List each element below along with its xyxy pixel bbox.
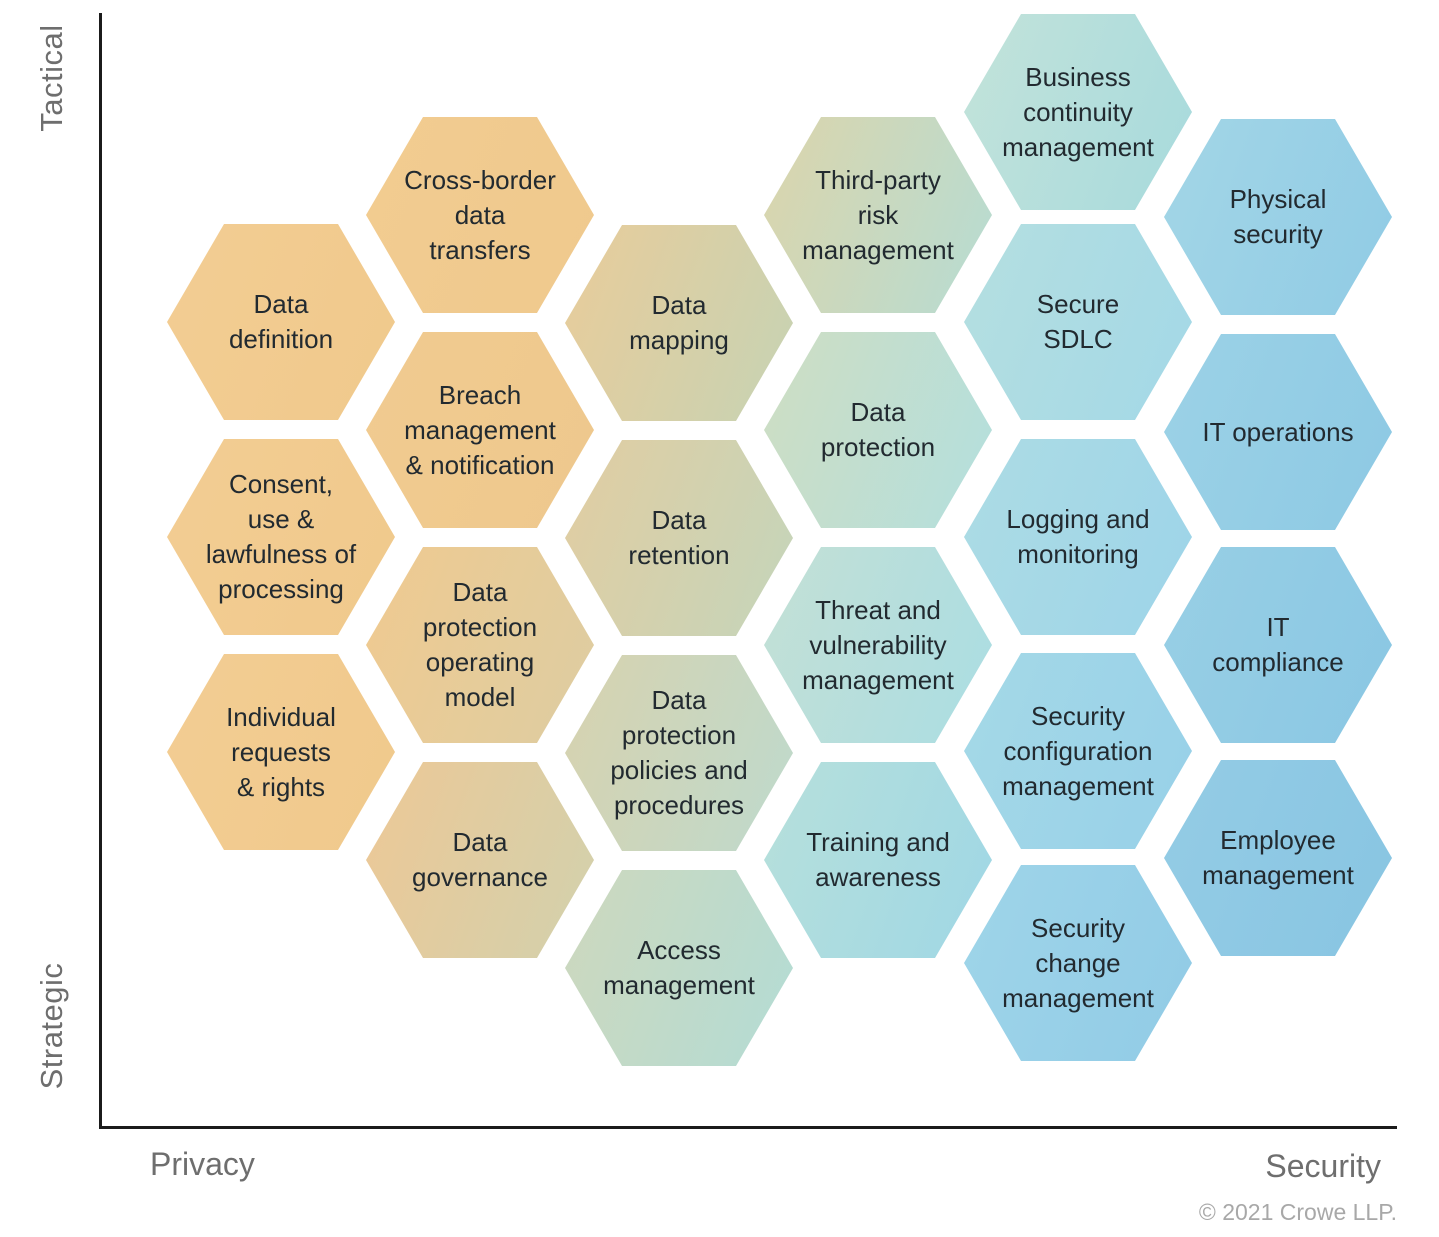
hexagon-third-party-risk-management: Third-party risk management: [764, 117, 992, 313]
hexagon-employee-management: Employee management: [1164, 760, 1392, 956]
hexagon-label: Threat and vulnerability management: [802, 594, 954, 695]
hexagon-training-awareness: Training and awareness: [764, 762, 992, 958]
hexagon-security-change-management: Security change management: [964, 865, 1192, 1061]
hexagon-individual-requests-rights: Individual requests & rights: [167, 654, 395, 850]
hexagon-label: Physical security: [1229, 184, 1327, 249]
hexagon-label: Logging and monitoring: [1006, 504, 1150, 569]
hexagon-label: Employee management: [1202, 825, 1354, 890]
hexagon-label: Security change management: [1002, 912, 1154, 1013]
hexagon-physical-security: Physical security: [1164, 119, 1392, 315]
copyright: © 2021 Crowe LLP.: [1198, 1199, 1397, 1225]
hexagon-label: Individual requests & rights: [226, 701, 336, 802]
x-axis-line: [99, 1126, 1397, 1129]
hexagon-data-mapping: Data mapping: [565, 225, 793, 421]
hexagon-breach-management-notification: Breach management & notification: [366, 332, 594, 528]
hexagon-label: Cross-border data transfers: [404, 164, 556, 265]
hexagon-logging-monitoring: Logging and monitoring: [964, 439, 1192, 635]
y-axis-line: [99, 13, 102, 1129]
hexagon-data-protection: Data protection: [764, 332, 992, 528]
hexagon-data-governance: Data governance: [366, 762, 594, 958]
hexagon-label: Data mapping: [629, 290, 729, 355]
hexagon-business-continuity-management: Business continuity management: [964, 14, 1192, 210]
hexagon-it-compliance: IT compliance: [1164, 547, 1392, 743]
hexagon-label: Training and awareness: [806, 827, 950, 892]
hexagon-data-protection-policies-procedures: Data protection policies and procedures: [565, 655, 793, 851]
hexagon-label: Business continuity management: [1002, 61, 1154, 162]
y-axis-label-tactical: Tactical: [34, 24, 69, 132]
hexagon-label: Breach management & notification: [404, 379, 556, 480]
hexagon-label: Data definition: [228, 289, 334, 354]
hexagon-data-definition: Data definition: [167, 224, 395, 420]
hexagon-data-retention: Data retention: [565, 440, 793, 636]
x-axis-label-security: Security: [1265, 1148, 1381, 1184]
y-axis-label-strategic: Strategic: [34, 962, 69, 1090]
hexagon-label: Data protection policies and procedures: [610, 685, 748, 820]
hexagon-access-management: Access management: [565, 870, 793, 1066]
hexagon-security-configuration-management: Security configuration management: [964, 653, 1192, 849]
hexagon-label: Data governance: [412, 827, 548, 892]
hexagon-label: IT operations: [1202, 416, 1354, 447]
hexagon-label: IT compliance: [1212, 612, 1344, 677]
hexagon-threat-vulnerability-management: Threat and vulnerability management: [764, 547, 992, 743]
hexagon-data-protection-operating-model: Data protection operating model: [366, 547, 594, 743]
hexagon-label: Security configuration management: [1002, 700, 1154, 801]
hexagon-label: Data protection: [820, 397, 936, 462]
hexagon-label: Secure SDLC: [1036, 289, 1120, 354]
hexagon-label: Access management: [603, 935, 755, 1000]
x-axis-label-privacy: Privacy: [150, 1146, 255, 1182]
hexagon-cross-border-data-transfers: Cross-border data transfers: [366, 117, 594, 313]
hexagon-label: Data protection operating model: [422, 577, 538, 712]
hexagon-label: Consent, use & lawfulness of processing: [205, 469, 357, 604]
hexagon-label: Third-party risk management: [802, 164, 954, 265]
hexagon-consent-use-lawfulness: Consent, use & lawfulness of processing: [167, 439, 395, 635]
hexagon-it-operations: IT operations: [1164, 334, 1392, 530]
hexagon-secure-sdlc: Secure SDLC: [964, 224, 1192, 420]
hexagon-label: Data retention: [628, 505, 730, 570]
